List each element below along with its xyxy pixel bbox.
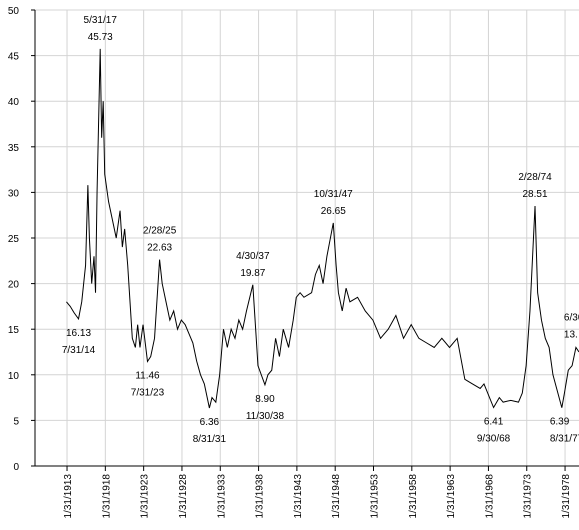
y-tick-label: 25 [8, 234, 20, 245]
y-tick-label: 15 [8, 325, 20, 336]
y-tick-label: 35 [8, 143, 20, 154]
annotation-date: 8/31/31 [193, 434, 227, 445]
annotation-value: 45.73 [88, 32, 113, 43]
y-tick-label: 30 [8, 188, 20, 199]
y-tick-label: 10 [8, 371, 20, 382]
y-tick-label: 5 [13, 416, 19, 427]
annotation-date: 5/31/17 [84, 15, 118, 26]
series-line [66, 48, 579, 409]
annotation-value: 28.51 [523, 189, 548, 200]
annotation-date: 11/30/38 [246, 411, 285, 422]
y-tick-label: 0 [13, 462, 19, 473]
x-tick-label: 1/31/1933 [216, 474, 227, 519]
annotation-value: 6.41 [484, 417, 504, 428]
x-tick-label: 1/31/1973 [523, 474, 534, 519]
y-tick-label: 20 [8, 280, 20, 291]
x-tick-label: 1/31/1938 [255, 474, 266, 519]
annotation-date: 4/30/37 [236, 251, 270, 262]
x-tick-label: 1/31/1968 [484, 474, 495, 519]
y-tick-label: 50 [8, 6, 20, 17]
annotation-date: 8/31/77 [550, 434, 579, 445]
annotation-date: 7/31/14 [62, 345, 96, 356]
x-tick-label: 1/31/1928 [178, 474, 189, 519]
annotation-date: 2/28/74 [518, 172, 552, 183]
x-tick-label: 1/31/1923 [140, 474, 151, 519]
y-tick-label: 40 [8, 97, 20, 108]
x-tick-label: 1/31/1953 [370, 474, 381, 519]
annotation-value: 16.13 [66, 328, 91, 339]
annotation-date: 9/30/68 [477, 434, 511, 445]
x-tick-label: 1/31/1978 [561, 474, 572, 519]
x-tick-label: 1/31/1913 [63, 474, 74, 519]
x-tick-label: 1/31/1963 [446, 474, 457, 519]
annotation-date: 7/31/23 [131, 387, 165, 398]
annotation-value: 19.87 [240, 268, 265, 279]
annotation-value: 8.90 [255, 394, 275, 405]
x-tick-label: 1/31/1948 [331, 474, 342, 519]
annotation-value: 6.36 [200, 417, 220, 428]
annotation-value: 22.63 [147, 243, 172, 254]
annotation-date: 10/31/47 [314, 189, 353, 200]
annotation-value: 11.46 [135, 370, 160, 381]
x-tick-label: 1/31/1918 [101, 474, 112, 519]
x-tick-label: 1/31/1958 [408, 474, 419, 519]
y-tick-label: 45 [8, 52, 20, 63]
annotation-date: 6/30/ [564, 313, 579, 324]
annotation-value: 26.65 [321, 206, 346, 217]
annotation-value: 6.39 [550, 417, 570, 428]
annotation-date: 2/28/25 [143, 226, 177, 237]
x-tick-label: 1/31/1943 [293, 474, 304, 519]
annotation-value: 13. [564, 330, 578, 341]
